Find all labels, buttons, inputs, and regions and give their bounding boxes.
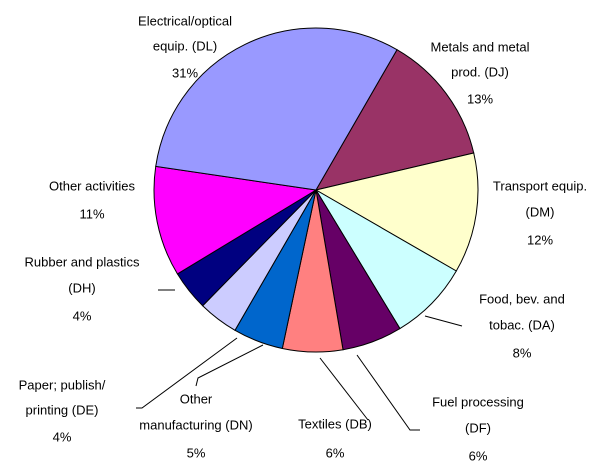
slice-label: Transport equip. [493, 178, 587, 193]
slice-label: Rubber and plastics [25, 254, 140, 269]
slice-label: printing (DE) [26, 402, 99, 417]
slice-label: Paper; publish/ [19, 377, 106, 392]
pie-slice [155, 27, 398, 191]
slice-label: (DM) [526, 204, 555, 219]
value-label: 8% [513, 345, 532, 360]
pie-slice [314, 49, 475, 191]
slice-label: Textiles (DB) [298, 416, 372, 431]
slice-label: Metals and metal [431, 39, 530, 54]
slice-label: tobac. (DA) [489, 317, 555, 332]
value-label: 12% [527, 232, 553, 247]
leader-line [424, 315, 463, 327]
value-label: 6% [469, 448, 488, 461]
slice-label: prod. (DJ) [451, 64, 509, 79]
pie-slice [153, 165, 318, 275]
value-label: 13% [467, 91, 493, 106]
value-label: 11% [79, 206, 104, 221]
slice-label: Food, bev. and [479, 291, 565, 306]
value-label: 6% [326, 445, 345, 460]
slice-label: (DH) [68, 280, 95, 295]
slice-label: Other [180, 391, 213, 406]
leader-line [356, 354, 420, 431]
slice-label: equip. (DL) [153, 38, 217, 53]
value-label: 4% [53, 429, 72, 444]
slice-label: Other activities [49, 178, 135, 193]
slice-label: manufacturing (DN) [139, 417, 252, 432]
pie-slice [314, 152, 479, 272]
value-label: 31% [172, 65, 198, 80]
leader-line [195, 344, 264, 387]
leader-line [319, 357, 369, 421]
slice-label: (DF) [465, 420, 491, 435]
value-label: 4% [73, 308, 92, 323]
leader-line [136, 337, 238, 409]
value-label: 5% [187, 445, 206, 460]
slice-label: Electrical/optical [138, 13, 232, 28]
slice-label: Fuel processing [432, 394, 524, 409]
